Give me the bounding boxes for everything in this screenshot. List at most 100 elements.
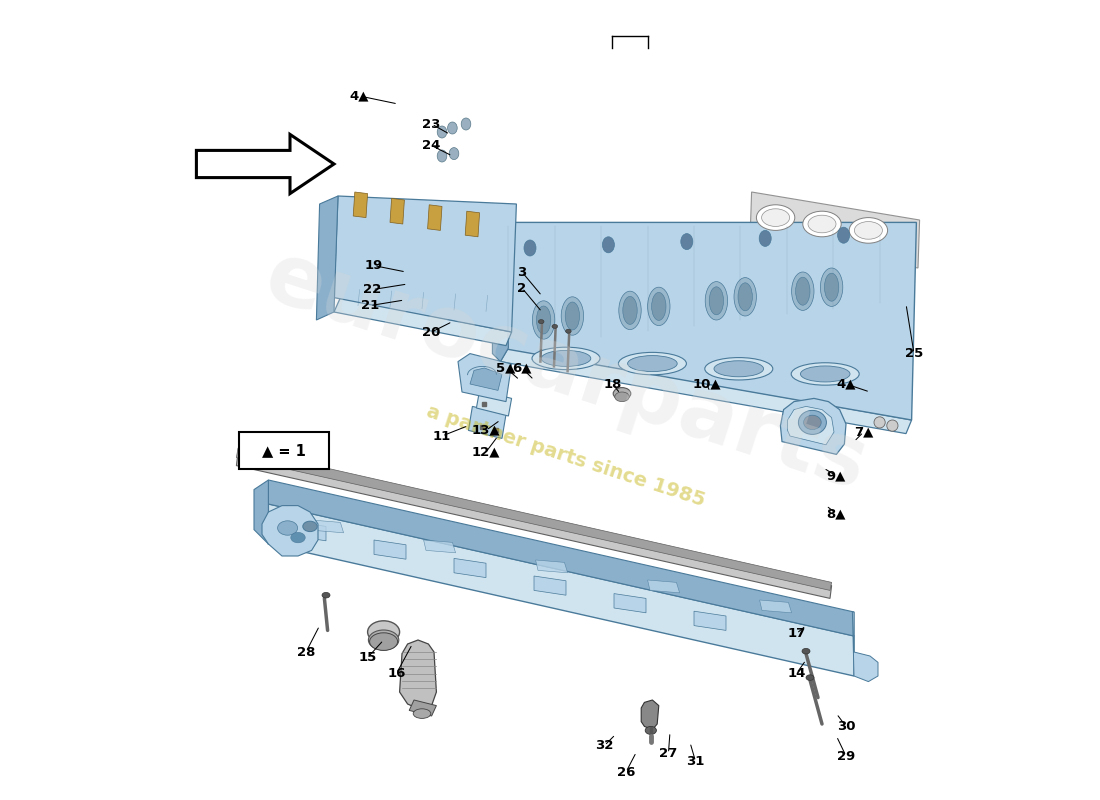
Ellipse shape (618, 352, 686, 374)
Polygon shape (534, 576, 566, 595)
Ellipse shape (808, 215, 836, 233)
Text: 19: 19 (365, 259, 383, 272)
Ellipse shape (795, 277, 810, 305)
Polygon shape (852, 612, 878, 682)
Polygon shape (493, 222, 508, 362)
Text: 12▲: 12▲ (472, 446, 500, 458)
Polygon shape (268, 480, 854, 636)
Ellipse shape (561, 297, 584, 335)
Polygon shape (648, 580, 680, 593)
Ellipse shape (849, 218, 888, 243)
Polygon shape (750, 192, 920, 268)
Polygon shape (294, 522, 326, 541)
Ellipse shape (681, 234, 693, 250)
Text: 23: 23 (422, 118, 441, 130)
FancyBboxPatch shape (239, 432, 329, 469)
Text: 16: 16 (387, 667, 406, 680)
Ellipse shape (368, 630, 399, 650)
Ellipse shape (734, 278, 757, 316)
Text: a partner parts since 1985: a partner parts since 1985 (425, 402, 707, 510)
Text: 14: 14 (788, 667, 805, 680)
Ellipse shape (370, 633, 397, 650)
Text: 15: 15 (359, 651, 376, 664)
Text: 10▲: 10▲ (693, 378, 722, 390)
Circle shape (874, 417, 886, 428)
Ellipse shape (277, 521, 298, 535)
Ellipse shape (646, 726, 657, 734)
Ellipse shape (802, 648, 810, 654)
Text: 29: 29 (837, 750, 855, 762)
Ellipse shape (757, 205, 795, 230)
Polygon shape (334, 298, 512, 346)
Polygon shape (254, 480, 268, 544)
Ellipse shape (613, 388, 630, 400)
Ellipse shape (623, 297, 637, 325)
Polygon shape (268, 504, 854, 676)
Ellipse shape (565, 302, 580, 330)
Text: 24: 24 (422, 139, 441, 152)
Ellipse shape (761, 209, 790, 226)
Polygon shape (409, 700, 437, 716)
Polygon shape (780, 398, 846, 454)
Text: 2: 2 (517, 282, 527, 294)
Ellipse shape (801, 366, 850, 382)
Text: 4▲: 4▲ (350, 90, 370, 102)
Ellipse shape (619, 291, 641, 330)
Polygon shape (536, 560, 568, 573)
Text: 5▲: 5▲ (496, 362, 516, 374)
Polygon shape (399, 640, 437, 710)
Ellipse shape (538, 319, 544, 323)
Polygon shape (374, 540, 406, 559)
Polygon shape (454, 558, 486, 578)
Text: 17: 17 (788, 627, 805, 640)
Text: 6▲: 6▲ (513, 362, 531, 374)
Text: 7▲: 7▲ (854, 426, 873, 438)
Ellipse shape (322, 592, 330, 598)
Ellipse shape (448, 122, 458, 134)
Text: 20: 20 (422, 326, 441, 338)
Text: 31: 31 (686, 755, 705, 768)
Ellipse shape (759, 230, 771, 246)
Polygon shape (760, 600, 792, 613)
Ellipse shape (524, 240, 536, 256)
Ellipse shape (804, 415, 822, 430)
Text: 18: 18 (603, 378, 622, 390)
Ellipse shape (414, 709, 431, 718)
Ellipse shape (552, 324, 558, 328)
Ellipse shape (738, 282, 752, 310)
Text: ▲ = 1: ▲ = 1 (263, 443, 306, 458)
Ellipse shape (837, 227, 849, 243)
Polygon shape (500, 348, 912, 434)
Text: 4▲: 4▲ (836, 378, 856, 390)
Text: 13▲: 13▲ (472, 424, 500, 437)
Polygon shape (353, 192, 367, 218)
Ellipse shape (705, 282, 727, 320)
Ellipse shape (541, 350, 591, 366)
Ellipse shape (799, 410, 826, 434)
Polygon shape (614, 594, 646, 613)
Polygon shape (500, 222, 916, 420)
Ellipse shape (461, 118, 471, 130)
Polygon shape (469, 406, 506, 438)
Ellipse shape (437, 150, 447, 162)
Polygon shape (317, 196, 338, 320)
Text: 28: 28 (297, 646, 316, 658)
Polygon shape (334, 196, 516, 332)
Polygon shape (428, 205, 442, 230)
Ellipse shape (821, 268, 843, 306)
Ellipse shape (302, 522, 317, 531)
Polygon shape (311, 520, 343, 533)
Polygon shape (390, 198, 405, 224)
Text: 22: 22 (363, 283, 382, 296)
Polygon shape (694, 611, 726, 630)
Ellipse shape (565, 329, 571, 333)
Ellipse shape (710, 286, 724, 314)
Ellipse shape (803, 211, 842, 237)
Ellipse shape (824, 274, 839, 302)
Text: 25: 25 (905, 347, 923, 360)
Text: 21: 21 (361, 299, 379, 312)
Polygon shape (458, 354, 512, 402)
Ellipse shape (648, 287, 670, 326)
Text: 8▲: 8▲ (827, 507, 846, 520)
Polygon shape (641, 700, 659, 730)
